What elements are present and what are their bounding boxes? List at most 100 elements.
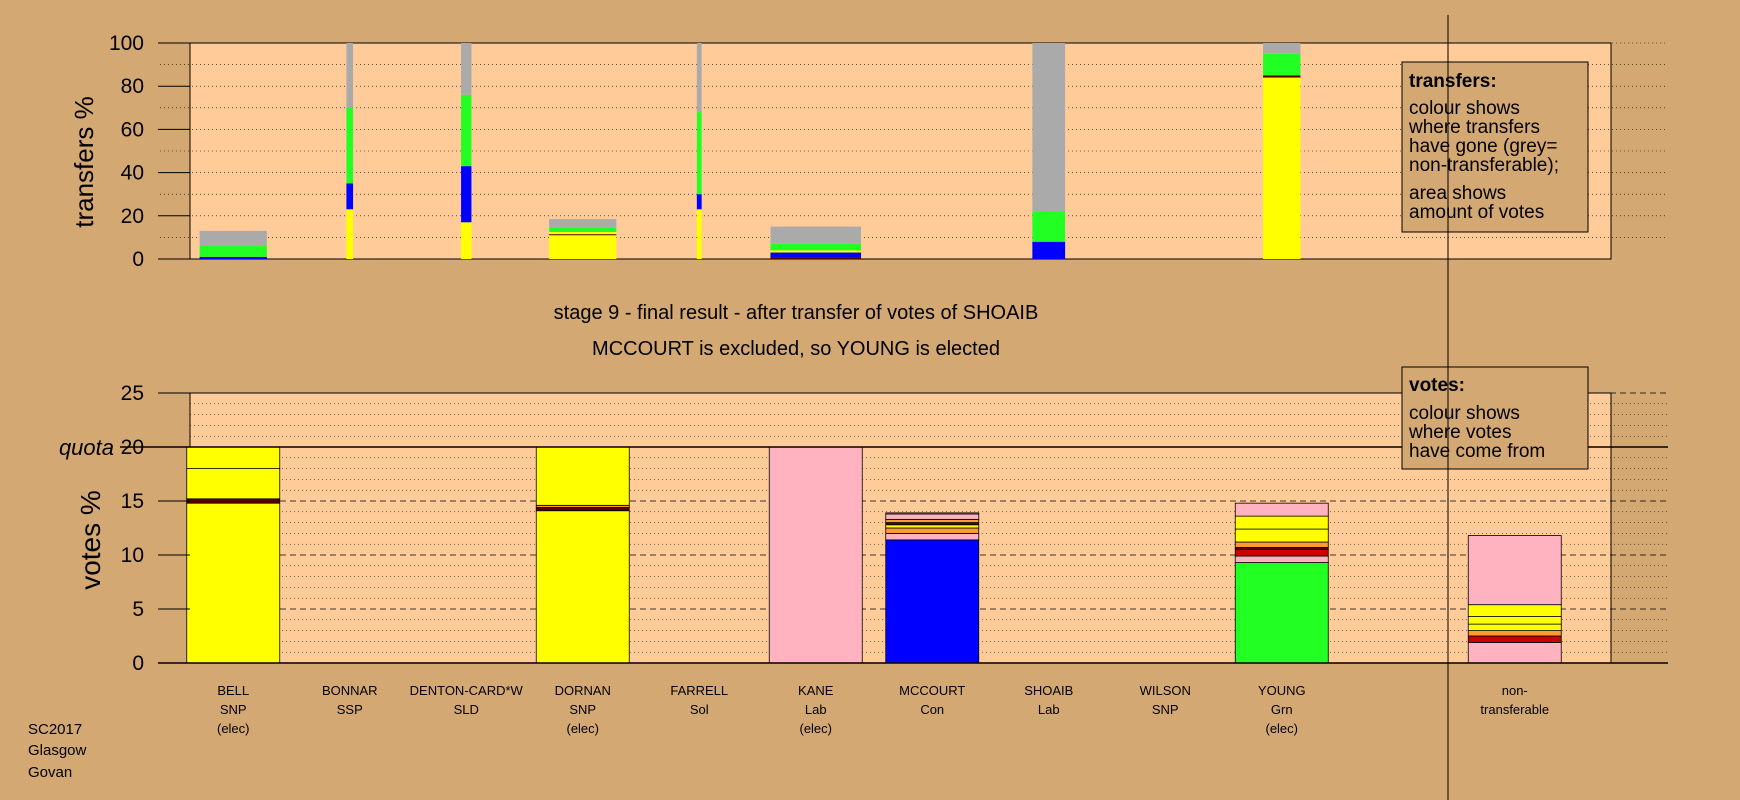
transfers-segment (1263, 53, 1301, 76)
votes-segment (885, 512, 980, 515)
candidate-label: MCCOURT (899, 683, 965, 698)
votes-legend: votes: colour shows where votes have com… (1401, 366, 1589, 470)
transfers-segment (696, 209, 702, 259)
transfers-segment (696, 194, 702, 210)
transfers-segment (461, 222, 472, 259)
candidate-label: Grn (1271, 702, 1293, 717)
votes-bar-non (1467, 535, 1562, 664)
votes-segment (535, 507, 630, 512)
votes-segment (1467, 535, 1562, 606)
votes-bar-kane (768, 446, 863, 664)
transfers-tick-label: 100 (109, 32, 144, 55)
transfers-segment (770, 226, 862, 244)
candidate-label: (elec) (1265, 721, 1298, 736)
candidate-label: (elec) (566, 721, 599, 736)
votes-legend-title: votes: (1409, 375, 1465, 396)
votes-segment (1234, 515, 1329, 530)
transfers-segment (1263, 77, 1301, 259)
votes-bar-bell (186, 446, 281, 664)
candidate-label: KANE (798, 683, 834, 698)
votes-bar-young (1234, 502, 1329, 664)
transfers-legend-title: transfers: (1409, 71, 1497, 92)
transfers-bar-shoaib (1032, 43, 1066, 259)
votes-tick-label: 20 (121, 436, 144, 459)
votes-legend-box (1401, 366, 1589, 470)
transfers-segment (549, 234, 617, 236)
transfers-segment (1032, 43, 1066, 212)
votes-segment (1234, 541, 1329, 548)
transfers-segment (770, 243, 862, 251)
transfers-segment (770, 250, 862, 253)
votes-segment (885, 524, 980, 529)
transfers-legend-line: amount of votes (1409, 202, 1544, 223)
votes-segment (1467, 635, 1562, 643)
transfers-segment (696, 43, 702, 113)
transfers-segment (549, 232, 617, 235)
transfers-tick-label: 80 (121, 75, 144, 98)
transfers-legend: transfers: colour shows where transfers … (1401, 61, 1589, 233)
transfers-legend-line: area shows (1409, 183, 1506, 204)
candidate-label: (elec) (799, 721, 832, 736)
votes-segment (1234, 502, 1329, 517)
transfers-segment (461, 94, 472, 167)
footer-line: Govan (28, 764, 72, 781)
votes-segment (186, 502, 281, 664)
candidate-label: (elec) (217, 721, 250, 736)
votes-segment (885, 518, 980, 523)
transfers-bar-young (1263, 43, 1301, 259)
transfers-segment (199, 246, 267, 257)
candidate-label: non- (1502, 683, 1528, 698)
transfers-y-axis-label: transfers % (69, 96, 99, 228)
votes-segment (1467, 604, 1562, 617)
transfers-bar-denton-card-w (461, 43, 472, 259)
votes-segment (1467, 630, 1562, 637)
stage-subtitle: MCCOURT is excluded, so YOUNG is elected (592, 338, 1000, 360)
votes-segment (1234, 549, 1329, 557)
transfers-segment (199, 230, 267, 247)
votes-bar-mccourt (885, 512, 980, 664)
transfers-segment (770, 252, 862, 258)
transfers-legend-line: colour shows (1409, 98, 1520, 119)
candidate-label: SLD (454, 702, 479, 717)
votes-segment (186, 498, 281, 504)
transfers-tick-label: 40 (121, 162, 144, 185)
transfers-segment (346, 107, 354, 184)
votes-segment (1234, 562, 1329, 664)
candidate-label: SHOAIB (1024, 683, 1073, 698)
transfers-segment (461, 43, 472, 95)
votes-segment (768, 446, 863, 664)
votes-segment (186, 446, 281, 470)
candidate-label: BELL (217, 683, 249, 698)
votes-legend-line: colour shows (1409, 403, 1520, 424)
votes-segment (885, 533, 980, 541)
transfers-segment (770, 257, 862, 259)
transfers-bars (199, 43, 1301, 259)
candidate-label: WILSON (1140, 683, 1191, 698)
candidate-label: SNP (569, 702, 596, 717)
transfers-segment (346, 183, 354, 210)
votes-legend-line: have come from (1409, 441, 1545, 462)
votes-segment (885, 539, 980, 664)
transfers-bar-kane (770, 226, 862, 259)
candidate-label: transferable (1480, 702, 1549, 717)
votes-category-labels: BELL SNP (elec) BONNAR SSP DENTON-CARD*W SLD DO… (217, 683, 1549, 736)
candidate-label: FARRELL (670, 683, 728, 698)
transfers-bar-farrell (696, 43, 702, 259)
transfers-tick-label: 0 (132, 248, 144, 271)
transfers-segment (1263, 43, 1301, 54)
transfers-segment (696, 112, 702, 195)
footer-line: Glasgow (28, 742, 87, 759)
candidate-label: Lab (805, 702, 827, 717)
votes-y-axis-label: votes % (75, 490, 106, 590)
transfers-tick-label: 20 (121, 205, 144, 228)
votes-segment (1467, 642, 1562, 664)
transfers-legend-box (1401, 61, 1589, 233)
candidate-label: SNP (1152, 702, 1179, 717)
candidate-label: Con (920, 702, 944, 717)
transfers-segment (346, 43, 354, 108)
transfers-segment (549, 219, 617, 228)
transfers-segment (549, 227, 617, 232)
candidate-label: DENTON-CARD*W (410, 683, 524, 698)
transfers-segment (346, 209, 354, 259)
votes-tick-label: 15 (121, 490, 144, 513)
